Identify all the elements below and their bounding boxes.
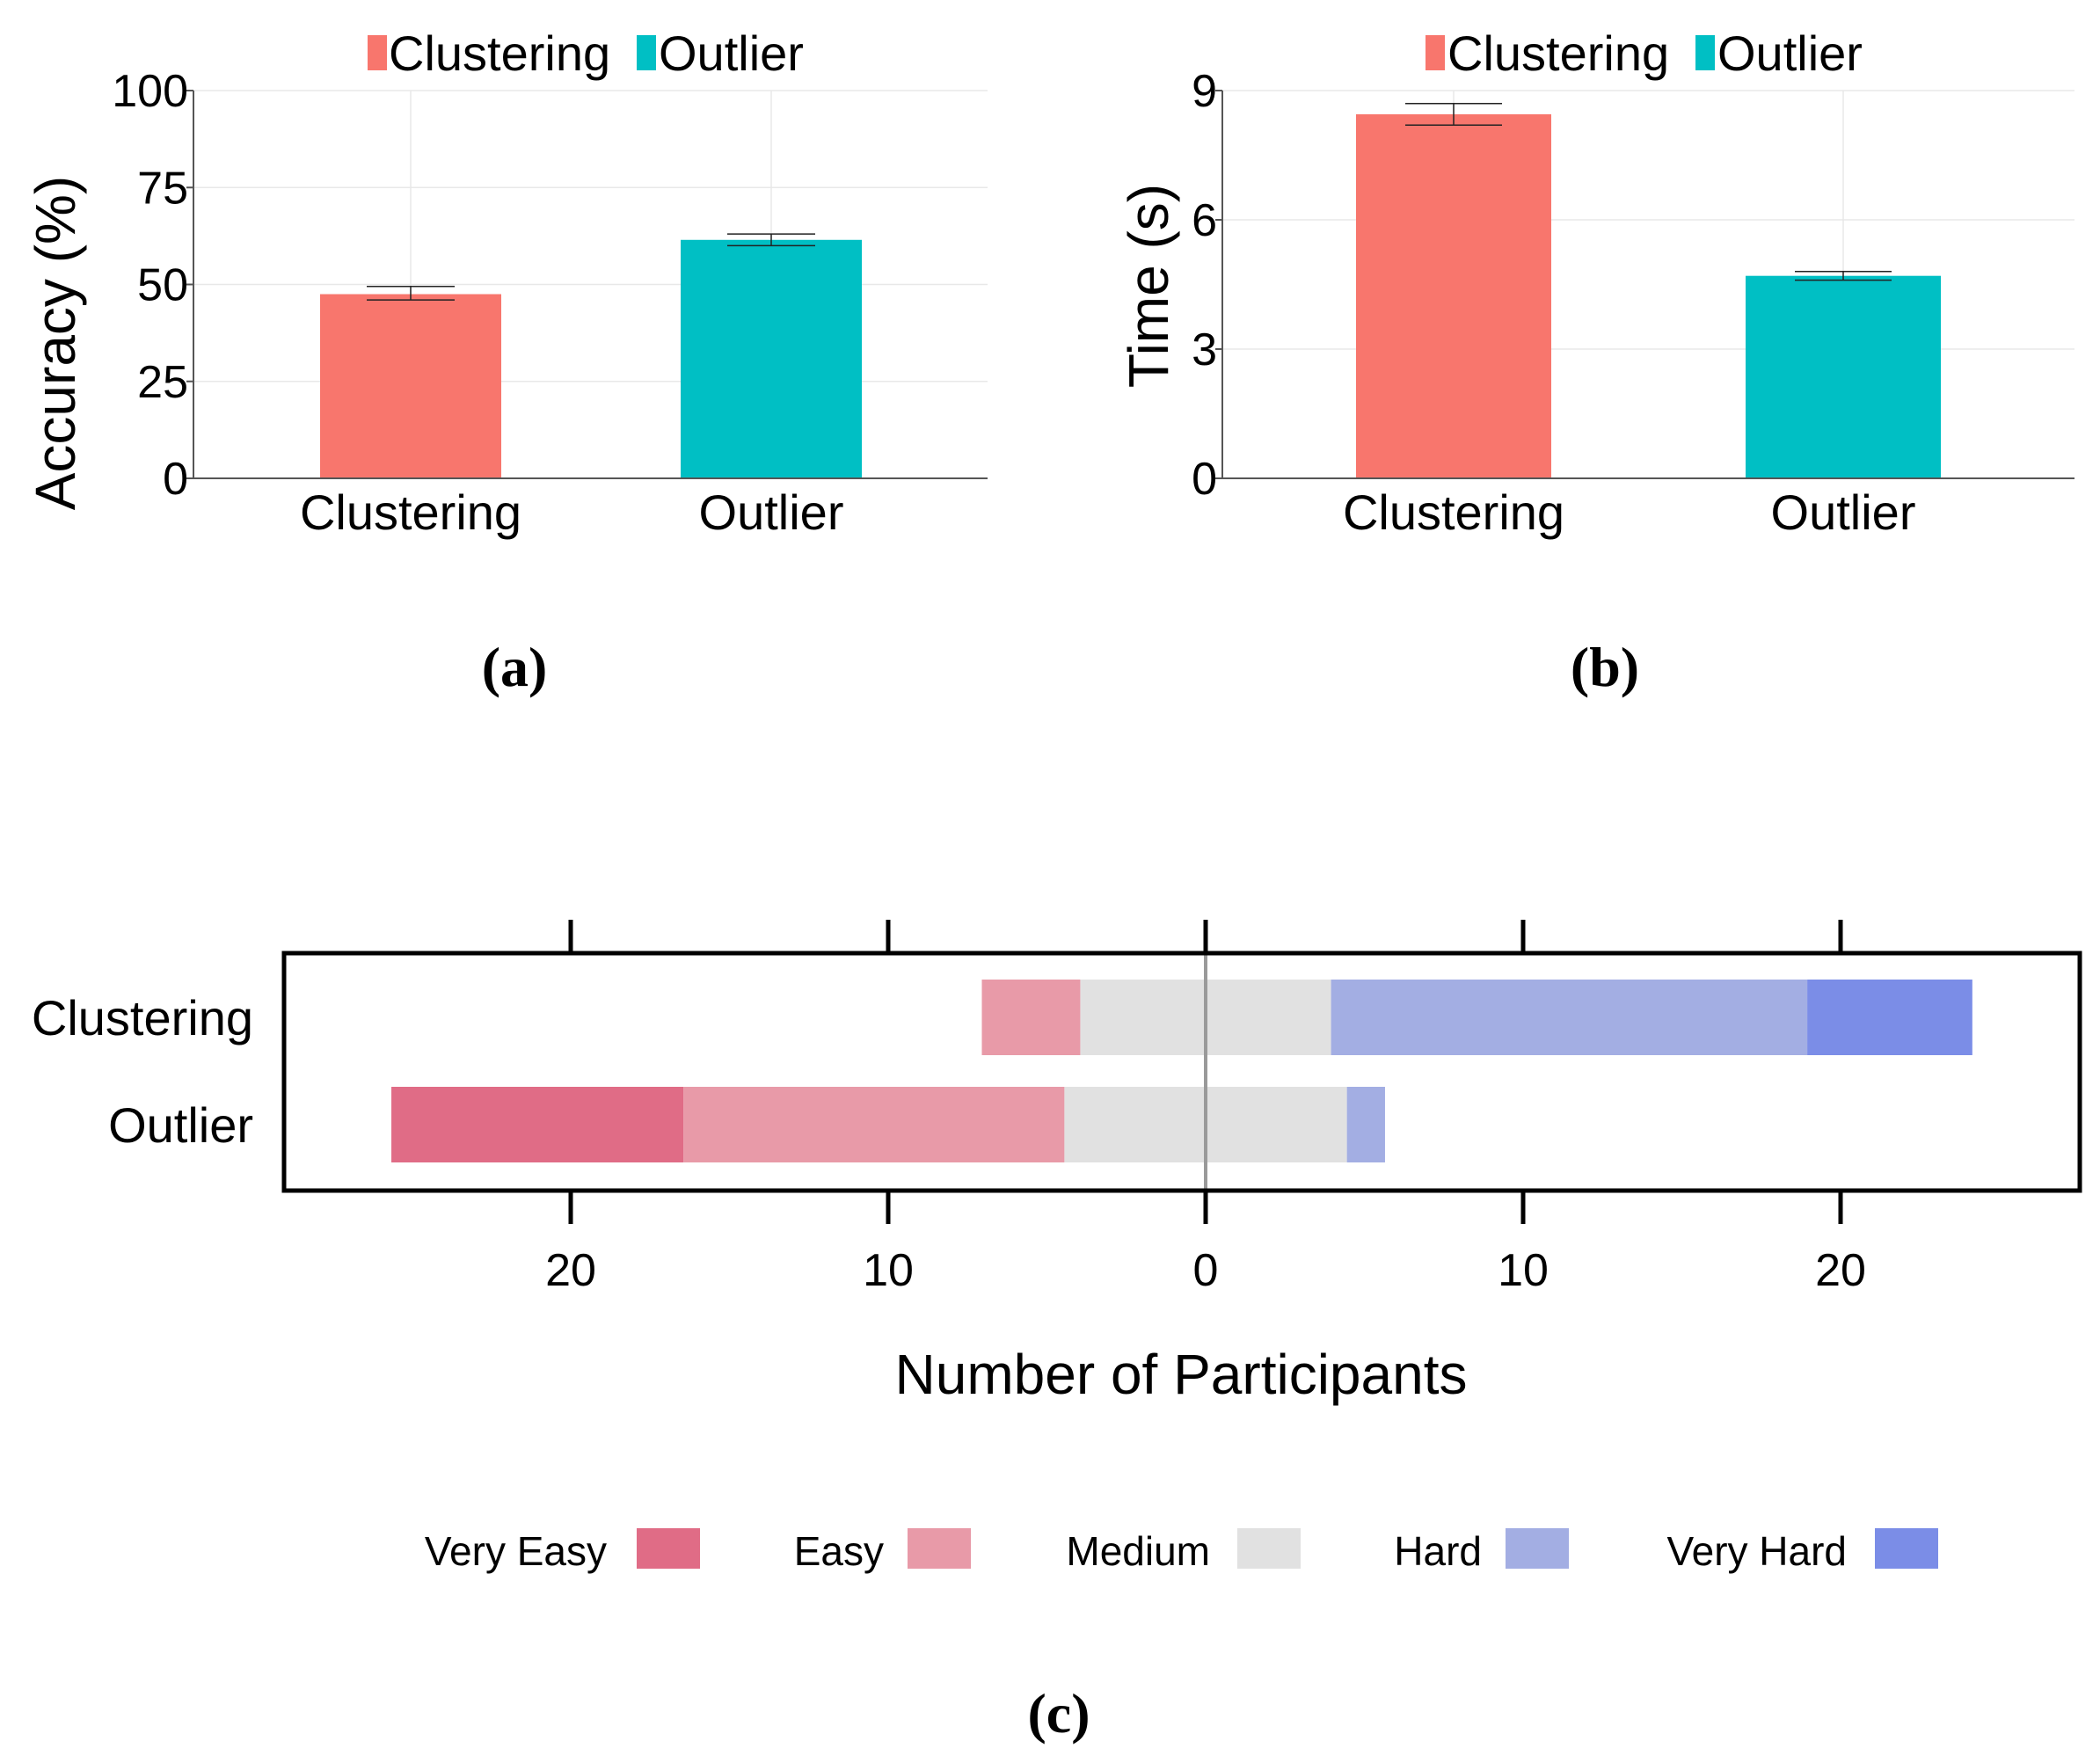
c-legend-item-easy: Easy: [794, 1528, 971, 1574]
c-legend-label-hard: Hard: [1394, 1528, 1482, 1574]
b-bars: [1356, 102, 1941, 478]
b-errorbar-clustering: [1405, 102, 1502, 126]
b-bar-outlier: [1746, 275, 1941, 478]
a-errorbar-outlier: [727, 233, 815, 247]
a-bars: [320, 233, 862, 478]
b-bar-clustering: [1356, 113, 1551, 478]
b-x-tick-outlier: Outlier: [1771, 484, 1916, 540]
c-legend-label-medium: Medium: [1066, 1528, 1210, 1574]
b-gridlines: [1222, 90, 2074, 479]
b-y-tick-label: 6: [1192, 195, 1217, 246]
panel-b-time-chart: 0 3 6 9 Clustering Outlier Time (s) Clusteri…: [1117, 25, 2074, 698]
a-bar-clustering: [320, 294, 501, 478]
b-legend-swatch-outlier: [1695, 35, 1715, 70]
c-legend-label-very-easy: Very Easy: [425, 1528, 607, 1574]
c-segment-outlier-hard: [1346, 1087, 1385, 1162]
a-y-tick-label: 0: [163, 454, 188, 505]
c-segment-clustering-very-hard: [1807, 980, 1972, 1055]
a-x-tick-outlier: Outlier: [699, 484, 844, 540]
c-row-clustering: [981, 980, 1972, 1055]
c-legend-item-hard: Hard: [1394, 1528, 1569, 1574]
c-stacked-bars: [391, 980, 1972, 1162]
c-category-labels: Clustering Outlier: [32, 990, 253, 1153]
b-x-tick-labels: Clustering Outlier: [1343, 484, 1916, 540]
b-panel-label: (b): [1571, 636, 1639, 698]
c-legend-swatch-medium: [1237, 1528, 1301, 1569]
c-x-tick-label: 20: [1815, 1245, 1866, 1296]
b-y-tick-label: 9: [1192, 66, 1217, 117]
c-segment-clustering-easy: [981, 980, 1081, 1055]
c-legend-label-very-hard: Very Hard: [1666, 1528, 1847, 1574]
c-segment-outlier-easy: [683, 1087, 1065, 1162]
b-y-axis-label: Time (s): [1117, 184, 1180, 388]
c-plot-frame: [281, 951, 2082, 1193]
a-gridlines: [193, 90, 988, 479]
b-legend: Clustering Outlier: [1426, 25, 1863, 81]
b-y-tick-label: 3: [1192, 324, 1217, 375]
c-x-axis-label: Number of Participants: [895, 1343, 1468, 1406]
a-y-tick-label: 50: [137, 260, 188, 311]
c-legend-item-very-hard: Very Hard: [1666, 1528, 1938, 1574]
b-x-tick-clustering: Clustering: [1343, 484, 1564, 540]
c-legend-swatch-very-hard: [1875, 1528, 1938, 1569]
c-segment-outlier-very-easy: [391, 1087, 684, 1162]
b-legend-swatch-clustering: [1426, 35, 1445, 70]
c-legend-swatch-easy: [908, 1528, 971, 1569]
c-ticks: 20 10 0 10 20: [545, 920, 1866, 1296]
c-legend-swatch-very-easy: [637, 1528, 700, 1569]
c-segment-clustering-hard: [1331, 980, 1808, 1055]
c-category-label-clustering: Clustering: [32, 990, 253, 1045]
a-panel-label: (a): [482, 636, 548, 698]
a-x-tick-clustering: Clustering: [300, 484, 521, 540]
panel-c-difficulty-chart: 20 10 0 10 20 Clustering Outlier Number of Pa…: [32, 920, 2082, 1745]
b-y-tick-labels: 0 3 6 9: [1192, 66, 1217, 505]
c-x-tick-label: 10: [1498, 1245, 1549, 1296]
c-x-tick-label: 0: [1193, 1245, 1219, 1296]
b-legend-label-clustering: Clustering: [1447, 25, 1669, 81]
b-errorbar-outlier: [1795, 271, 1892, 281]
c-legend-item-very-easy: Very Easy: [425, 1528, 700, 1574]
a-y-axis-label: Accuracy (%): [24, 176, 87, 511]
c-category-label-outlier: Outlier: [108, 1097, 253, 1153]
c-panel-label: (c): [1027, 1682, 1090, 1745]
a-legend-swatch-clustering: [368, 35, 387, 70]
a-bar-outlier: [681, 239, 862, 478]
b-axes: [1215, 90, 2074, 479]
c-legend-swatch-hard: [1506, 1528, 1569, 1569]
panel-a-accuracy-chart: 0 25 50 75 100 Clustering Outlier Accuracy (%…: [24, 25, 988, 698]
a-y-tick-labels: 0 25 50 75 100: [112, 66, 188, 505]
c-x-tick-label: 10: [863, 1245, 914, 1296]
b-y-tick-label: 0: [1192, 454, 1217, 505]
a-axes: [186, 90, 988, 479]
c-legend-item-medium: Medium: [1066, 1528, 1301, 1574]
a-y-tick-label: 100: [112, 66, 188, 117]
a-legend: Clustering Outlier: [368, 25, 804, 81]
c-x-tick-label: 20: [545, 1245, 596, 1296]
c-row-outlier: [391, 1087, 1385, 1162]
c-legend-label-easy: Easy: [794, 1528, 884, 1574]
a-y-tick-label: 25: [137, 357, 188, 408]
c-legend: Very Easy Easy Medium Hard Very Hard: [425, 1528, 1938, 1574]
a-y-tick-label: 75: [137, 163, 188, 214]
b-legend-label-outlier: Outlier: [1717, 25, 1863, 81]
a-legend-swatch-outlier: [637, 35, 656, 70]
a-legend-label-clustering: Clustering: [389, 25, 610, 81]
a-errorbar-clustering: [367, 285, 455, 301]
a-legend-label-outlier: Outlier: [659, 25, 804, 81]
a-x-tick-labels: Clustering Outlier: [300, 484, 844, 540]
